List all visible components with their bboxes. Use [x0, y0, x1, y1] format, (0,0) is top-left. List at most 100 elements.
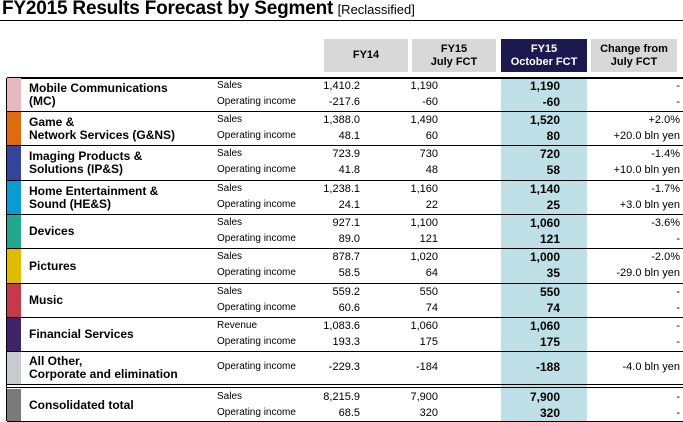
row-divider	[7, 387, 683, 388]
cell-oct: 58	[546, 163, 560, 177]
cell-metric: Revenue	[217, 320, 258, 331]
cell-july: 550	[419, 286, 438, 298]
cell-oct: 720	[539, 147, 560, 161]
cell-july: 1,060	[410, 320, 438, 332]
cell-july: 60	[425, 130, 438, 142]
header-change: Change from July FCT	[591, 39, 677, 72]
cell-fy14: 58.5	[338, 267, 360, 279]
cell-change: -	[676, 96, 680, 108]
cell-oct: 1,190	[529, 79, 560, 93]
page-title: FY2015 Results Forecast by Segment [Recl…	[2, 0, 415, 20]
row-divider	[7, 317, 683, 318]
cell-july: 64	[425, 267, 438, 279]
cell-july: 1,100	[410, 217, 438, 229]
row-divider	[7, 384, 683, 385]
title-main: FY2015 Results Forecast by Segment	[2, 0, 334, 19]
cell-metric: Operating income	[217, 199, 296, 210]
cell-metric: Sales	[217, 251, 243, 262]
cell-oct: 1,060	[529, 216, 560, 230]
cell-july: 1,160	[410, 183, 438, 195]
cell-oct: 1,000	[529, 250, 560, 264]
row-divider	[7, 145, 683, 146]
cell-july: 121	[419, 233, 438, 245]
cell-july: 730	[419, 148, 438, 160]
cell-change: -29.0 bln yen	[616, 267, 680, 279]
cell-metric: Operating income	[217, 130, 296, 141]
cell-change: +20.0 bln yen	[613, 130, 680, 142]
cell-july: 7,900	[410, 391, 438, 403]
cell-change: -	[676, 233, 680, 245]
cell-fy14: 1,238.1	[323, 183, 360, 195]
header-fy15-october: FY15 October FCT	[501, 39, 587, 72]
cell-metric: Sales	[217, 391, 243, 402]
row-divider	[7, 111, 683, 112]
segment-color-bar	[7, 181, 21, 214]
cell-metric: Operating income	[217, 302, 296, 313]
segment-color-bar	[7, 112, 21, 145]
cell-oct: 550	[539, 285, 560, 299]
cell-oct: 320	[539, 406, 560, 420]
cell-metric: Operating income	[217, 233, 296, 244]
cell-july: 48	[425, 164, 438, 176]
cell-oct: 1,060	[529, 319, 560, 333]
segment-color-bar	[7, 318, 21, 351]
cell-change: -2.0%	[651, 251, 680, 263]
cell-oct: -60	[542, 95, 560, 109]
cell-change: -	[676, 80, 680, 92]
cell-change: -	[676, 320, 680, 332]
title-divider	[0, 20, 683, 21]
cell-fy14: 878.7	[332, 251, 360, 263]
cell-change: -	[676, 391, 680, 403]
cell-change: -1.4%	[651, 148, 680, 160]
cell-fy14: 559.2	[332, 286, 360, 298]
segment-name: Game & Network Services (G&NS)	[29, 114, 176, 142]
cell-july: 1,190	[410, 80, 438, 92]
cell-fy14: 8,215.9	[323, 391, 360, 403]
segment-name: Financial Services	[29, 327, 134, 341]
cell-change: -	[676, 407, 680, 419]
segment-color-bar	[7, 215, 21, 248]
cell-fy14: -217.6	[328, 96, 360, 108]
cell-july: 175	[419, 336, 438, 348]
row-divider	[7, 77, 683, 79]
cell-fy14: 24.1	[338, 199, 360, 211]
cell-change: +10.0 bln yen	[613, 164, 680, 176]
cell-change: -	[676, 336, 680, 348]
segment-color-bar	[7, 389, 21, 421]
cell-metric: Operating income	[217, 336, 296, 347]
cell-change: +3.0 bln yen	[619, 199, 680, 211]
cell-change: -1.7%	[651, 183, 680, 195]
segment-color-bar	[7, 78, 21, 111]
cell-metric: Operating income	[217, 407, 296, 418]
row-divider	[7, 351, 683, 352]
header-fy14: FY14	[324, 39, 408, 72]
october-fct-highlight-column	[501, 78, 587, 421]
segment-name: Devices	[29, 224, 75, 238]
segment-name: Consolidated total	[29, 397, 134, 412]
cell-fy14: 1,388.0	[323, 114, 360, 126]
title-sub: [Reclassified]	[337, 2, 415, 17]
cell-fy14: -229.3	[328, 360, 360, 373]
segment-color-bar	[7, 352, 21, 384]
cell-change: +2.0%	[648, 114, 681, 126]
cell-metric: Operating income	[217, 96, 296, 107]
cell-metric: Operating income	[217, 360, 296, 372]
cell-fy14: 1,410.2	[323, 80, 360, 92]
row-divider	[7, 214, 683, 215]
cell-change: -	[676, 286, 680, 298]
segment-name: All Other, Corporate and elimination	[29, 354, 178, 381]
cell-oct: 1,520	[529, 113, 560, 127]
cell-july: 320	[419, 407, 438, 419]
cell-oct: 7,900	[529, 390, 560, 404]
cell-fy14: 927.1	[332, 217, 360, 229]
cell-fy14: 89.0	[338, 233, 360, 245]
cell-metric: Sales	[217, 80, 243, 91]
segment-name: Pictures	[29, 258, 77, 273]
segment-color-bar	[7, 146, 21, 180]
cell-july: 74	[425, 302, 438, 314]
cell-oct: 175	[539, 335, 560, 349]
cell-change: -	[676, 302, 680, 314]
cell-change: -3.6%	[651, 217, 680, 229]
segment-color-bar	[7, 249, 21, 283]
cell-change: -4.0 bln yen	[622, 360, 680, 373]
